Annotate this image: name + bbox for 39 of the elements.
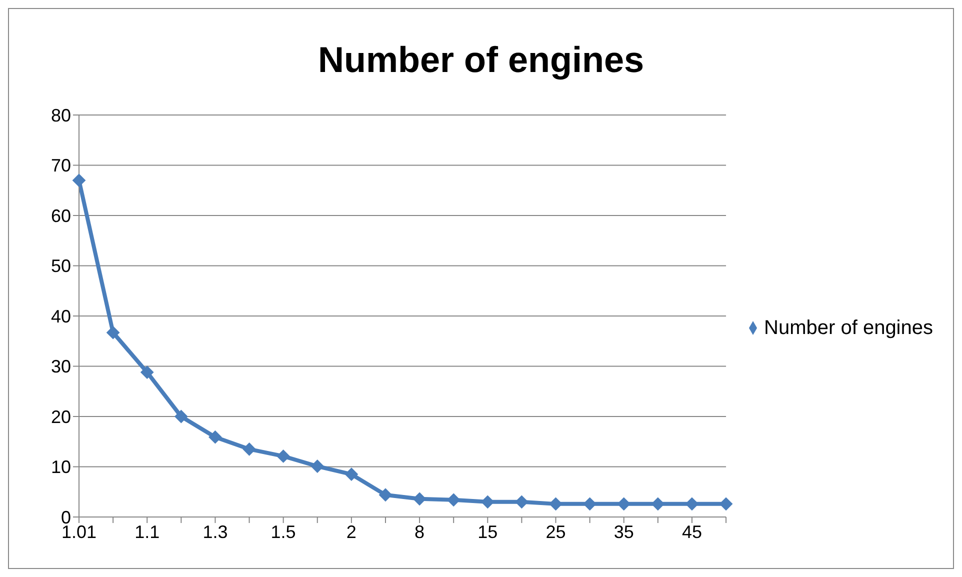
point — [378, 488, 392, 502]
point — [140, 366, 154, 379]
x-tick-label: 1.5 — [270, 522, 296, 542]
point — [310, 460, 324, 473]
point — [276, 450, 290, 463]
point — [583, 497, 596, 510]
point — [174, 410, 188, 423]
x-tick-label: 1.3 — [202, 522, 228, 542]
y-tick-label: 60 — [50, 206, 71, 226]
point — [413, 492, 426, 506]
y-tick-label: 70 — [50, 156, 71, 176]
point — [720, 497, 733, 510]
chart-title: Number of engines — [316, 38, 646, 82]
point — [481, 495, 494, 508]
point — [685, 497, 698, 510]
point — [106, 326, 120, 340]
point — [515, 495, 528, 508]
x-tick-label: 15 — [478, 522, 498, 542]
x-tick-label: 35 — [614, 522, 634, 542]
point — [208, 430, 222, 444]
x-tick-label: 2 — [346, 522, 356, 542]
point — [344, 468, 358, 481]
point — [72, 174, 86, 187]
y-tick-label: 10 — [50, 457, 71, 478]
point — [242, 442, 256, 456]
point — [447, 493, 460, 506]
y-tick-label: 20 — [50, 406, 71, 427]
point — [651, 497, 664, 510]
x-tick-label: 45 — [682, 522, 702, 542]
x-tick-label: 8 — [414, 522, 425, 542]
point — [549, 497, 562, 510]
y-tick-label: 40 — [50, 306, 71, 326]
y-tick-label: 50 — [50, 256, 71, 276]
x-tick-label: 1.1 — [134, 522, 160, 542]
x-tick-label: 25 — [546, 522, 566, 542]
point — [617, 497, 630, 510]
legend-label: Number of engines — [764, 316, 933, 338]
y-tick-label: 30 — [50, 356, 71, 377]
y-tick-label: 80 — [50, 105, 71, 126]
